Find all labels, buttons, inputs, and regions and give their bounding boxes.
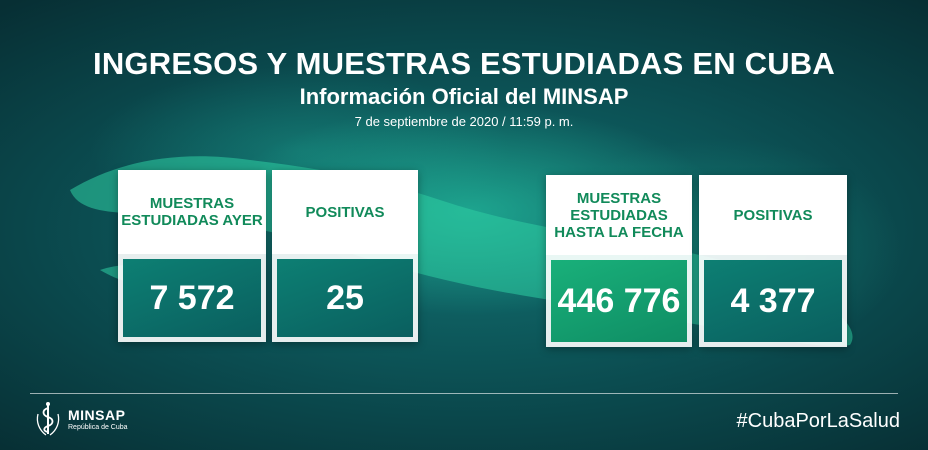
minsap-emblem-icon <box>36 402 60 436</box>
stat-card-value: 7 572 <box>123 259 261 337</box>
page-subtitle: Información Oficial del MINSAP <box>299 84 629 109</box>
stat-card-label: POSITIVAS <box>272 170 418 254</box>
stat-card-positivas-ayer: POSITIVAS 25 <box>272 170 418 342</box>
hashtag: #CubaPorLaSalud <box>736 410 900 432</box>
stat-card-muestras-total: MUESTRAS ESTUDIADAS HASTA LA FECHA 446 7… <box>546 175 692 347</box>
logo-subtitle: República de Cuba <box>68 424 128 431</box>
stat-card-value: 446 776 <box>551 260 687 342</box>
stat-card-muestras-ayer: MUESTRAS ESTUDIADAS AYER 7 572 <box>118 170 266 342</box>
stat-card-positivas-total: POSITIVAS 4 377 <box>699 175 847 347</box>
stat-card-label: MUESTRAS ESTUDIADAS HASTA LA FECHA <box>546 175 692 255</box>
page-title: INGRESOS Y MUESTRAS ESTUDIADAS EN CUBA <box>93 46 835 81</box>
stat-card-label: POSITIVAS <box>699 175 847 255</box>
stat-card-label: MUESTRAS ESTUDIADAS AYER <box>118 170 266 254</box>
logo-name: MINSAP <box>68 407 126 423</box>
footer-divider <box>30 393 898 394</box>
stat-card-value: 25 <box>277 259 413 337</box>
stat-card-value: 4 377 <box>704 260 842 342</box>
minsap-logo: MINSAP República de Cuba <box>34 400 128 438</box>
report-date: 7 de septiembre de 2020 / 11:59 p. m. <box>354 114 574 129</box>
